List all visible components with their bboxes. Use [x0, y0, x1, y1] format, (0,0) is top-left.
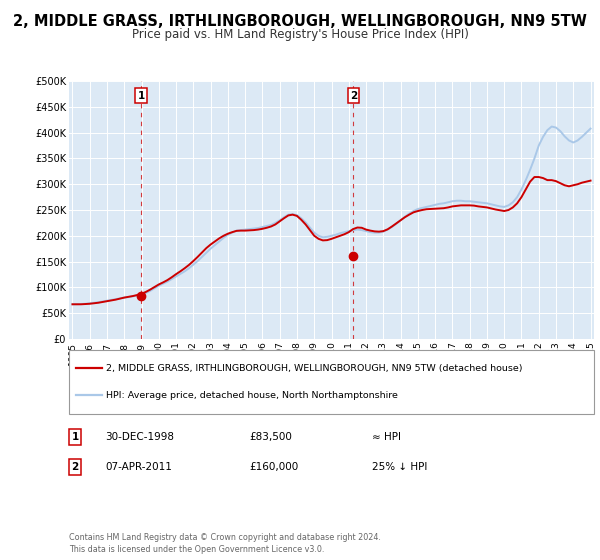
Text: 2, MIDDLE GRASS, IRTHLINGBOROUGH, WELLINGBOROUGH, NN9 5TW (detached house): 2, MIDDLE GRASS, IRTHLINGBOROUGH, WELLIN…	[106, 363, 523, 372]
Text: Price paid vs. HM Land Registry's House Price Index (HPI): Price paid vs. HM Land Registry's House …	[131, 28, 469, 41]
Text: 2: 2	[350, 91, 357, 101]
Text: HPI: Average price, detached house, North Northamptonshire: HPI: Average price, detached house, Nort…	[106, 390, 398, 400]
Text: 25% ↓ HPI: 25% ↓ HPI	[372, 462, 427, 472]
Text: ≈ HPI: ≈ HPI	[372, 432, 401, 442]
Text: Contains HM Land Registry data © Crown copyright and database right 2024.
This d: Contains HM Land Registry data © Crown c…	[69, 533, 381, 554]
Text: 1: 1	[71, 432, 79, 442]
Text: 07-APR-2011: 07-APR-2011	[105, 462, 172, 472]
Text: 2: 2	[71, 462, 79, 472]
Text: 2, MIDDLE GRASS, IRTHLINGBOROUGH, WELLINGBOROUGH, NN9 5TW: 2, MIDDLE GRASS, IRTHLINGBOROUGH, WELLIN…	[13, 14, 587, 29]
Text: £83,500: £83,500	[249, 432, 292, 442]
Text: £160,000: £160,000	[249, 462, 298, 472]
Text: 30-DEC-1998: 30-DEC-1998	[105, 432, 174, 442]
Text: 1: 1	[138, 91, 145, 101]
